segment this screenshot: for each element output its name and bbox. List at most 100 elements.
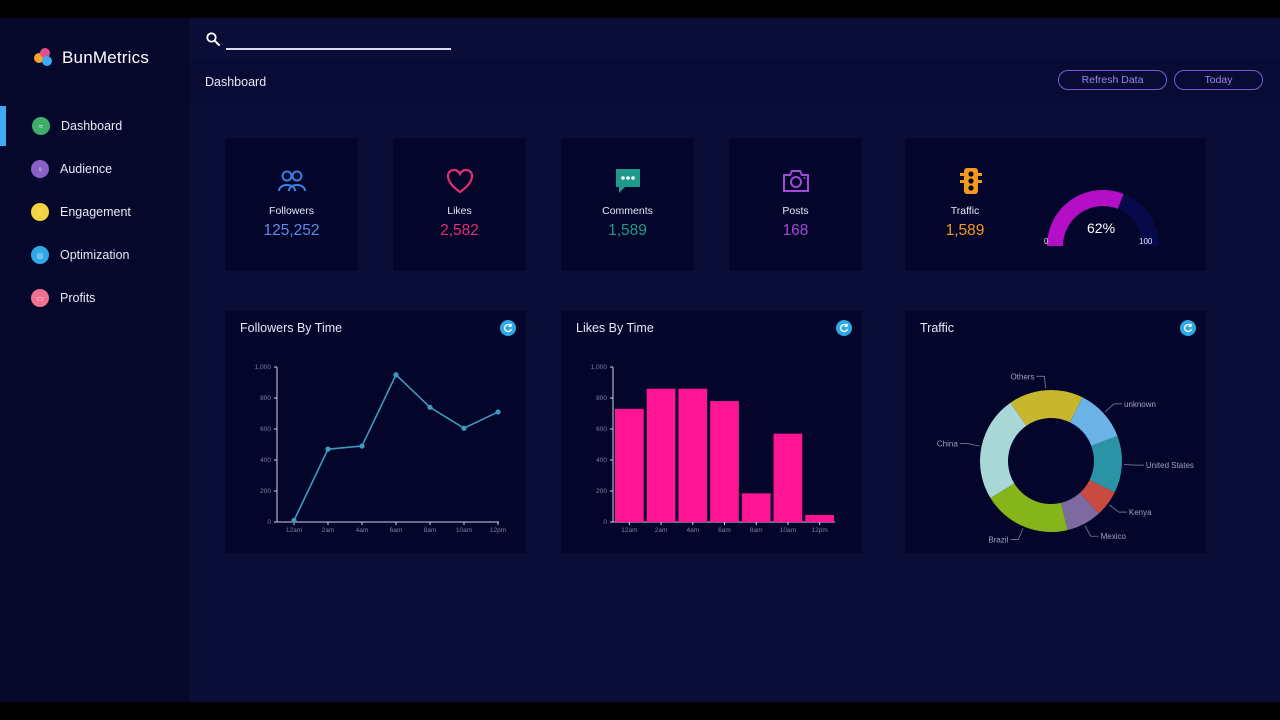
stat-value: 125,252	[263, 222, 320, 239]
refresh-icon[interactable]	[1180, 320, 1196, 336]
bar	[741, 493, 771, 522]
traffic-stat: Traffic 1,589	[932, 138, 998, 271]
slice-leader-line	[1036, 375, 1046, 389]
slice-leader-line	[1084, 525, 1099, 537]
chart-title: Traffic	[920, 321, 955, 335]
camera-icon	[782, 170, 809, 192]
stat-label: Posts	[782, 205, 809, 217]
donut-slice	[1060, 492, 1099, 531]
x-tick-label: 8am	[424, 527, 437, 534]
followers-by-time-card: 0 200 400 600 800 1,000 12am 2am 4am 6am 8am 10am 12…	[225, 311, 526, 553]
x-tick-label: 4am	[686, 527, 699, 534]
y-tick-label: 200	[596, 488, 607, 495]
data-point	[427, 404, 433, 410]
data-point	[495, 409, 501, 415]
y-tick-label: 600	[596, 426, 607, 433]
donut-slice	[1069, 397, 1118, 446]
slice-label: Kenya	[1129, 508, 1152, 517]
x-tick-label: 6am	[390, 527, 403, 534]
traffic-card[interactable]: Traffic 1,589 62% 0 100	[905, 138, 1206, 271]
traffic-donut-chart: Others unknown United States Kenya Mexico Bra…	[937, 372, 1194, 544]
refresh-data-button[interactable]: Refresh Data	[1058, 70, 1167, 90]
x-tick-label: 6am	[718, 527, 731, 534]
y-tick-label: 0	[603, 519, 607, 526]
sidebar-item-label: Dashboard	[61, 119, 123, 133]
y-tick-label: 1,000	[255, 364, 272, 371]
series-line	[293, 373, 499, 521]
data-point	[461, 425, 467, 431]
gauge-percent: 62%	[1087, 220, 1116, 236]
search-underline	[226, 48, 451, 50]
sidebar-item-label: Audience	[60, 162, 113, 176]
audience-icon: ♀	[31, 160, 49, 178]
comment-icon	[615, 169, 640, 193]
x-tick-label: 12am	[286, 527, 302, 534]
gauge-min-label: 0	[1044, 237, 1049, 246]
x-tick-label: 12am	[621, 527, 637, 534]
followers-card[interactable]: Followers 125,252	[225, 138, 358, 271]
y-tick-label: 200	[260, 488, 271, 495]
gauge-fill	[1047, 190, 1124, 247]
slice-label: China	[937, 440, 958, 449]
search-input[interactable]	[227, 30, 451, 47]
x-tick-label: 4am	[356, 527, 369, 534]
y-tick-label: 0	[267, 519, 271, 526]
sidebar-item-label: Profits	[60, 291, 96, 305]
stat-value: 168	[782, 222, 809, 239]
search-icon[interactable]	[205, 31, 221, 47]
sidebar-nav: ≈ Dashboard ♀ Audience ♡ Engagement ◎ Op…	[0, 106, 189, 321]
x-tick-label: 8am	[750, 527, 763, 534]
brand[interactable]: BunMetrics	[34, 46, 149, 70]
sidebar-item-label: Optimization	[60, 248, 130, 262]
sidebar-item-audience[interactable]: ♀ Audience	[0, 149, 189, 189]
bar	[615, 408, 644, 522]
page-title: Dashboard	[205, 75, 267, 89]
engagement-icon: ♡	[31, 203, 49, 221]
stat-value: 1,589	[945, 222, 985, 239]
x-tick-label: 10am	[780, 527, 796, 534]
chart-title: Likes By Time	[576, 321, 654, 335]
profits-icon: ▭	[31, 289, 49, 307]
y-tick-label: 800	[260, 395, 271, 402]
slice-leader-line	[1104, 403, 1122, 413]
slice-leader-line	[1123, 464, 1144, 466]
stat-value: 1,589	[608, 222, 647, 239]
stat-value: 2,582	[440, 222, 479, 239]
stat-label: Comments	[602, 205, 653, 217]
donut-slice	[980, 402, 1027, 498]
data-point	[291, 517, 297, 524]
traffic-light-icon	[960, 168, 982, 194]
slice-label: Mexico	[1101, 532, 1127, 541]
refresh-icon[interactable]	[500, 320, 516, 336]
header-bar: Dashboard Refresh Data Today	[189, 61, 1280, 104]
y-tick-label: 1,000	[591, 364, 608, 371]
users-icon	[277, 170, 306, 192]
brand-name: BunMetrics	[62, 48, 150, 67]
x-tick-label: 10am	[456, 527, 472, 534]
sidebar-item-optimization[interactable]: ◎ Optimization	[0, 235, 189, 275]
today-button[interactable]: Today	[1174, 70, 1263, 90]
donut-slice	[1089, 436, 1122, 493]
donut-slice	[1079, 479, 1115, 514]
refresh-icon[interactable]	[836, 320, 852, 336]
app-window: BunMetrics ≈ Dashboard ♀ Audience ♡ Enga…	[0, 18, 1280, 702]
x-tick-label: 12pm	[812, 527, 828, 534]
x-tick-label: 2am	[322, 527, 335, 534]
likes-card[interactable]: Likes 2,582	[393, 138, 526, 271]
y-tick-label: 400	[260, 457, 271, 464]
bar	[773, 433, 803, 522]
donut-slice	[990, 483, 1068, 532]
optimization-icon: ◎	[31, 246, 49, 264]
traffic-chart-card: Others unknown United States Kenya Mexico Bra…	[905, 311, 1206, 553]
heart-icon	[446, 168, 473, 194]
sidebar: BunMetrics ≈ Dashboard ♀ Audience ♡ Enga…	[0, 18, 189, 702]
sidebar-item-profits[interactable]: ▭ Profits	[0, 278, 189, 318]
sidebar-item-engagement[interactable]: ♡ Engagement	[0, 192, 189, 232]
slice-label: United States	[1146, 461, 1194, 470]
posts-card[interactable]: Posts 168	[729, 138, 862, 271]
comments-card[interactable]: Comments 1,589	[561, 138, 694, 271]
sidebar-item-dashboard[interactable]: ≈ Dashboard	[0, 106, 189, 146]
slice-leader-line	[1109, 504, 1127, 513]
slice-label: Others	[1010, 372, 1034, 381]
slice-label: unknown	[1124, 400, 1156, 409]
